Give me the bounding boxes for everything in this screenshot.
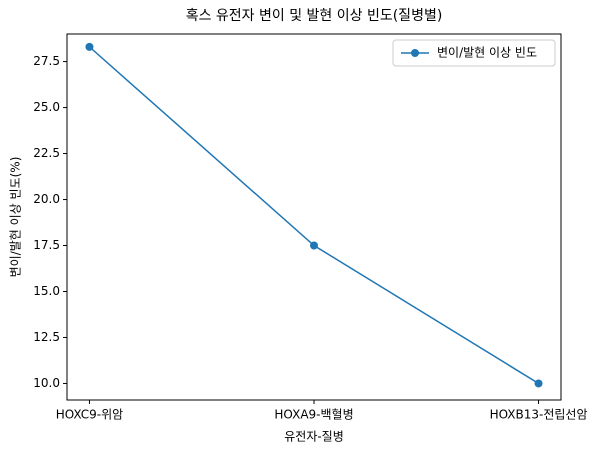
y-tick-label: 22.5 xyxy=(33,146,60,160)
point xyxy=(85,42,94,51)
chart-title: 혹스 유전자 변이 및 발현 이상 빈도(질병별) xyxy=(186,8,443,24)
x-axis-label: 유전자-질병 xyxy=(284,430,344,444)
point xyxy=(310,241,318,250)
legend-box xyxy=(392,39,556,67)
y-tick-label: 15.0 xyxy=(33,284,60,298)
y-tick-label: 20.0 xyxy=(33,192,60,206)
y-axis-label: 변이/발현 이상 빈도(%) xyxy=(9,157,23,278)
legend-label: 변이/발현 이상 빈도 xyxy=(437,46,537,60)
line xyxy=(88,46,539,385)
y-tick-label: 25.0 xyxy=(33,100,60,114)
y-tick-label: 17.5 xyxy=(33,238,60,252)
x-tick-label: HOXB13-전립선암 xyxy=(490,408,588,422)
x-tick-label: HOXA9-백혈병 xyxy=(274,408,353,422)
y-tick-label: 10.0 xyxy=(33,376,60,390)
plot-frame xyxy=(66,33,562,401)
x-tick-label: HOXC9-위암 xyxy=(56,408,123,422)
y-tick-label: 12.5 xyxy=(33,330,60,344)
y-tick-label: 27.5 xyxy=(33,54,60,68)
legend-marker xyxy=(411,49,419,57)
point xyxy=(534,379,543,388)
